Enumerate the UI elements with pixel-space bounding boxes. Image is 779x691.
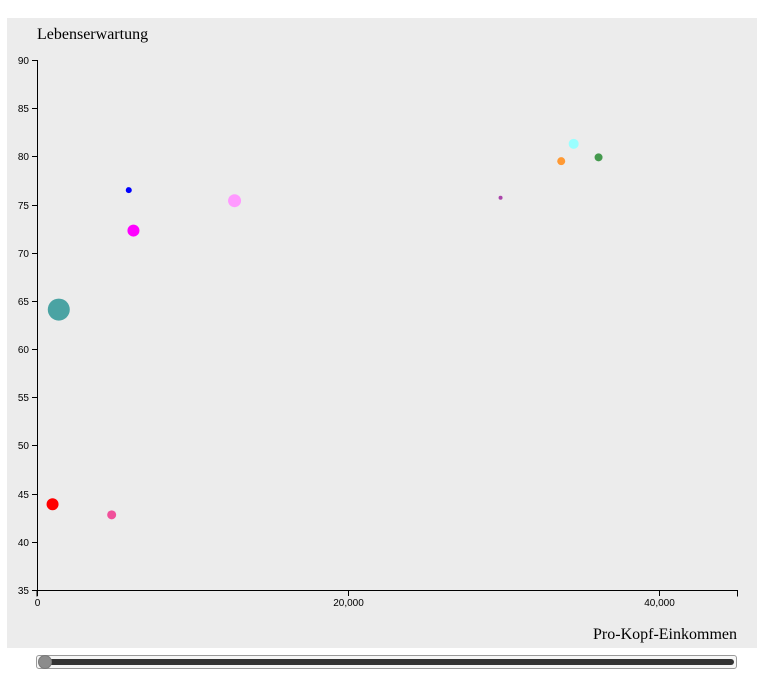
y-tick-label: 85 [18,104,30,115]
y-tick-label: 35 [18,586,30,597]
y-tick-label: 90 [18,56,30,67]
data-point[interactable] [125,187,132,194]
data-point[interactable] [47,298,70,321]
y-tick-label: 50 [18,441,30,452]
slider-handle[interactable] [38,655,52,669]
data-point[interactable] [46,498,59,511]
y-tick-label: 80 [18,152,30,163]
y-tick-label: 60 [18,345,30,356]
data-point[interactable] [557,157,566,166]
data-point[interactable] [107,510,117,520]
y-tick-label: 40 [18,538,30,549]
data-point[interactable] [594,153,603,162]
data-point[interactable] [498,195,503,200]
y-tick-label: 45 [18,490,30,501]
data-point[interactable] [228,194,242,208]
points-layer [46,138,603,520]
scatter-plot: Lebenserwartung Pro-Kopf-Einkommen 35 40 4… [18,26,738,643]
axes: 35 40 45 50 55 60 65 70 75 80 85 90 0 20,000 40,000 [18,56,738,609]
x-tick-label: 40,000 [644,598,675,609]
y-tick-label: 55 [18,393,30,404]
x-axis-title: Pro-Kopf-Einkommen [593,626,737,643]
x-tick-label: 0 [35,598,41,609]
y-tick-label: 75 [18,201,30,212]
data-point[interactable] [568,138,579,149]
y-tick-label: 65 [18,297,30,308]
x-axis-line [36,590,738,597]
x-tick-label: 20,000 [333,598,364,609]
data-point[interactable] [127,224,140,237]
slider-track[interactable] [41,659,734,665]
y-axis-title: Lebenserwartung [37,26,148,43]
y-tick-label: 70 [18,249,30,260]
year-slider[interactable] [36,655,737,669]
chart-panel: Lebenserwartung Pro-Kopf-Einkommen 35 40 4… [7,18,757,648]
